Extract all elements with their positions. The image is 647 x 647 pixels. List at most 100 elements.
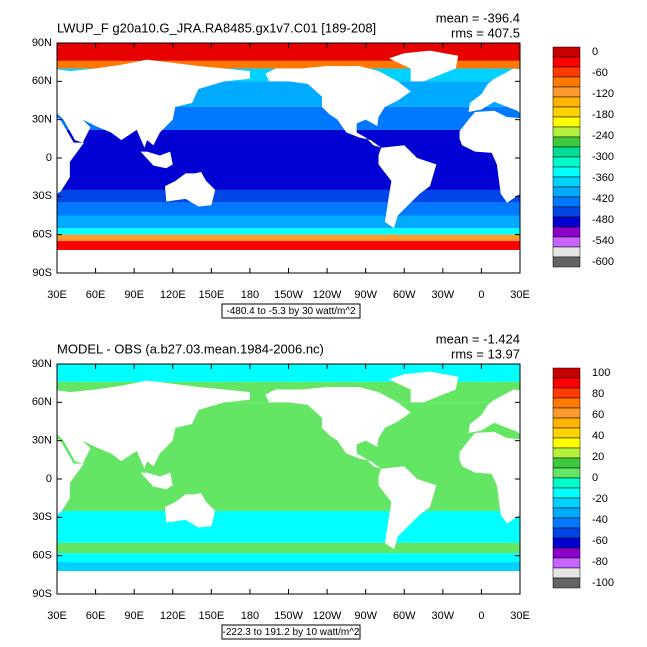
colorbar-label: 60 xyxy=(592,409,604,421)
lat-label: 90N xyxy=(32,37,52,49)
lat-label: 90S xyxy=(32,267,52,279)
colorbar-label: -540 xyxy=(592,235,614,247)
land xyxy=(57,59,250,148)
colorbar-box xyxy=(552,507,581,519)
field-band xyxy=(57,189,520,203)
lon-label: 120W xyxy=(313,289,342,301)
colorbar-label: 40 xyxy=(592,430,604,442)
land xyxy=(57,250,250,273)
colorbar-box xyxy=(552,56,581,68)
colorbar-label: -180 xyxy=(592,109,614,121)
rms-label: rms = 407.5 xyxy=(451,25,520,40)
colorbar-label: -420 xyxy=(592,193,614,205)
colorbar-box xyxy=(552,427,581,439)
land xyxy=(459,431,520,524)
colorbar-box xyxy=(552,146,581,158)
field-band xyxy=(57,228,520,235)
colorbar-box xyxy=(552,236,581,248)
panel-title: MODEL - OBS (a.b27.03.mean.1984-2006.nc) xyxy=(57,341,324,356)
lon-label: 60E xyxy=(86,610,106,622)
land xyxy=(378,145,437,229)
lon-label: 90E xyxy=(124,289,144,301)
colorbar-box xyxy=(552,377,581,389)
land xyxy=(57,118,85,194)
land xyxy=(468,68,520,114)
colorbar-box xyxy=(552,186,581,198)
lon-label: 30E xyxy=(510,610,530,622)
lon-label: 0 xyxy=(478,289,484,301)
field-band xyxy=(57,215,520,229)
colorbar-label: -600 xyxy=(592,256,614,268)
land xyxy=(388,50,459,82)
mean-label: mean = -1.424 xyxy=(436,331,520,346)
land xyxy=(165,172,216,207)
colorbar-box xyxy=(552,216,581,228)
mean-label: mean = -396.4 xyxy=(436,10,520,25)
lat-label: 60N xyxy=(32,75,52,87)
land xyxy=(57,571,250,594)
lat-label: 60S xyxy=(32,550,52,562)
colorbar-box xyxy=(552,196,581,208)
colorbar-box xyxy=(552,86,581,98)
lon-label: 90W xyxy=(354,289,377,301)
lon-label: 150W xyxy=(274,610,303,622)
lon-label: 60W xyxy=(393,289,416,301)
colorbar-box xyxy=(552,497,581,509)
colorbar-box xyxy=(552,477,581,489)
colorbar-label: 80 xyxy=(592,388,604,400)
colorbar-box xyxy=(552,367,581,379)
colorbar-box xyxy=(552,537,581,549)
colorbar-box xyxy=(552,226,581,238)
map-field xyxy=(57,364,520,594)
lat-label: 30S xyxy=(32,511,52,523)
lon-label: 150E xyxy=(198,610,224,622)
land xyxy=(628,172,647,207)
lon-label: 150W xyxy=(274,289,303,301)
land xyxy=(249,571,520,594)
colorbar-box xyxy=(552,136,581,148)
range-note-box xyxy=(221,624,361,640)
map-panel: MODEL - OBS (a.b27.03.mean.1984-2006.nc)… xyxy=(32,331,614,640)
lat-label: 90S xyxy=(32,588,52,600)
lon-label: 120E xyxy=(160,610,186,622)
lat-label: 60S xyxy=(32,229,52,241)
colorbar-box xyxy=(552,567,581,579)
map-panel: LWUP_F g20a10.G_JRA.RA8485.gx1v7.C01 [18… xyxy=(32,10,647,319)
colorbar-box xyxy=(552,527,581,539)
colorbar-box xyxy=(552,547,581,559)
colorbar-label: -120 xyxy=(592,88,614,100)
land xyxy=(468,389,520,435)
colorbar-label: -480 xyxy=(592,214,614,226)
colorbar-box xyxy=(552,116,581,128)
lon-label: 120W xyxy=(313,610,342,622)
range-note: -480.4 to -5.3 by 30 watt/m^2 xyxy=(226,306,356,317)
lon-label: 150E xyxy=(198,289,224,301)
colorbar-label: -240 xyxy=(592,130,614,142)
colorbar-label: -60 xyxy=(592,535,608,547)
colorbar-label: 0 xyxy=(592,46,598,58)
colorbar-box xyxy=(552,96,581,108)
field-band xyxy=(57,510,520,543)
lat-label: 60N xyxy=(32,396,52,408)
land xyxy=(165,493,216,528)
colorbar-label: 20 xyxy=(592,451,604,463)
land xyxy=(459,110,520,203)
lon-label: 30E xyxy=(47,610,67,622)
lon-label: 90W xyxy=(354,610,377,622)
lon-label: 30E xyxy=(510,289,530,301)
colorbar-box xyxy=(552,166,581,178)
land xyxy=(265,66,411,148)
lat-label: 30N xyxy=(32,435,52,447)
colorbar-box xyxy=(552,457,581,469)
land xyxy=(140,472,173,490)
field-band xyxy=(57,542,520,554)
colorbar-box xyxy=(552,467,581,479)
colorbar-box xyxy=(552,417,581,429)
field-band xyxy=(57,241,520,250)
land xyxy=(249,250,520,273)
land xyxy=(265,387,411,469)
colorbar-label: -80 xyxy=(592,556,608,568)
panel-title: LWUP_F g20a10.G_JRA.RA8485.gx1v7.C01 [18… xyxy=(57,20,376,35)
colorbar-box xyxy=(552,407,581,419)
